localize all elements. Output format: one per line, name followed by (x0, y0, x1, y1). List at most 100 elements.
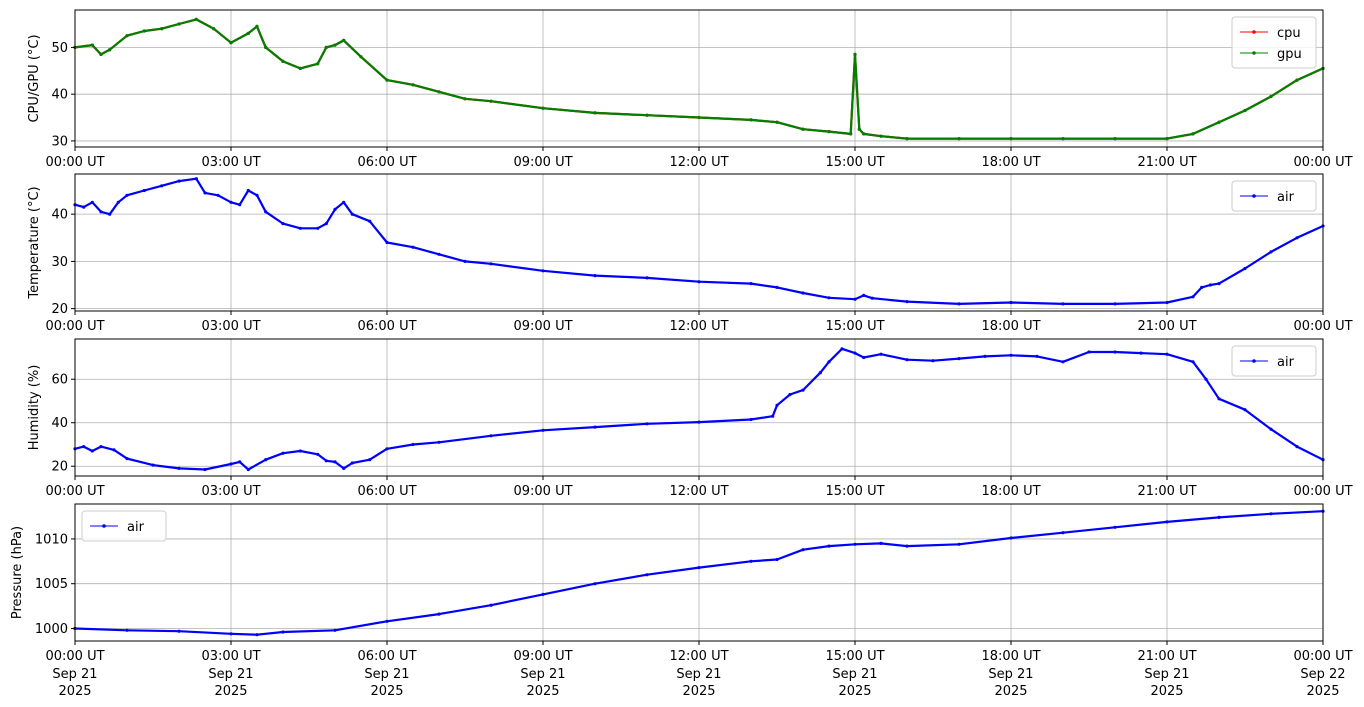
data-point (160, 27, 164, 31)
data-point (324, 222, 328, 226)
y-tick-label: 20 (51, 302, 68, 317)
x-tick-label: 18:00 UT (981, 484, 1040, 499)
data-point (1061, 531, 1065, 535)
data-point (411, 245, 415, 249)
data-point (1269, 512, 1273, 516)
data-point (849, 132, 853, 136)
data-point (194, 17, 198, 21)
data-point (177, 629, 181, 633)
data-point (1165, 520, 1169, 524)
data-point (324, 459, 328, 463)
data-point (593, 582, 597, 586)
data-point (801, 291, 805, 295)
x-tick-label: 09:00 UT (513, 319, 572, 334)
x-tick-label: 03:00 UT (201, 155, 260, 170)
x-tick-label: 06:00 UT (357, 484, 416, 499)
x-tick-label: 18:00 UT (981, 155, 1040, 170)
x-tick-date-label: Sep 21 (676, 667, 721, 682)
data-point (983, 354, 987, 358)
legend-box (1231, 345, 1317, 377)
y-axis-label: Temperature (°C) (27, 186, 42, 299)
x-tick-date-label: Sep 21 (52, 667, 97, 682)
legend-label-air: air (1277, 355, 1295, 370)
data-point (255, 193, 259, 197)
data-point (255, 24, 259, 28)
x-tick-label: 00:00 UT (45, 319, 104, 334)
data-point (212, 27, 216, 31)
x-tick-label: 18:00 UT (981, 319, 1040, 334)
data-point (1295, 236, 1299, 240)
x-tick-label: 09:00 UT (513, 484, 572, 499)
data-point (857, 127, 861, 131)
x-tick-date-label: 2025 (838, 684, 871, 699)
data-point (112, 448, 116, 452)
data-point (489, 262, 493, 266)
data-point (194, 177, 198, 181)
x-tick-label: 15:00 UT (825, 484, 884, 499)
data-point (1139, 351, 1143, 355)
data-point (1061, 137, 1065, 141)
data-point (82, 205, 86, 209)
data-point (645, 276, 649, 280)
data-point (1165, 352, 1169, 356)
data-point (125, 628, 129, 632)
data-point (368, 458, 372, 462)
data-point (1269, 427, 1273, 431)
data-point (177, 179, 181, 183)
data-point (281, 222, 285, 226)
x-tick-date-label: Sep 21 (832, 667, 877, 682)
data-point (1009, 137, 1013, 141)
y-axis-label: CPU/GPU (°C) (27, 34, 42, 122)
data-point (324, 45, 328, 50)
series-line-air (74, 347, 1324, 471)
y-tick-label: 50 (51, 41, 68, 56)
data-point (1061, 302, 1065, 306)
x-tick-label: 21:00 UT (1137, 155, 1196, 170)
chart-panel-4: 1000 1005 1010 00:00 UT Sep 21 2025 03:00 UT Se… (10, 503, 1353, 699)
data-point (801, 127, 805, 131)
data-point (541, 428, 545, 432)
series-air (73, 177, 1325, 306)
data-point (1204, 377, 1208, 381)
data-point (99, 445, 103, 449)
data-point (1009, 536, 1013, 540)
chart-panel-1: 30 40 50 00:00 UT 03:00 UT 06:00 UT 09:00 UT 12… (27, 9, 1353, 170)
data-point (1217, 397, 1221, 401)
data-point (108, 212, 112, 216)
legend-box (1231, 180, 1317, 212)
data-point (775, 120, 779, 124)
data-point (853, 351, 857, 355)
x-tick-label: 21:00 UT (1137, 319, 1196, 334)
data-point (862, 355, 866, 360)
data-point (957, 357, 961, 361)
data-point (905, 358, 909, 362)
data-point (1113, 525, 1117, 529)
data-point (437, 252, 441, 256)
data-point (350, 212, 354, 216)
data-point (342, 200, 346, 204)
data-point (203, 467, 207, 472)
x-tick-label: 15:00 UT (825, 155, 884, 170)
data-point (879, 352, 883, 356)
data-point (489, 603, 493, 607)
data-point (775, 285, 779, 289)
data-point (697, 280, 701, 284)
y-tick-label: 20 (51, 460, 68, 475)
data-point (853, 542, 857, 546)
data-point (333, 460, 337, 464)
data-point (801, 548, 805, 552)
series-air (73, 347, 1325, 472)
legend-label-air: air (1277, 190, 1295, 205)
x-tick-label: 12:00 UT (669, 319, 728, 334)
data-point (90, 449, 94, 453)
legend-label-gpu: gpu (1277, 47, 1302, 62)
x-tick-date-label: 2025 (526, 684, 559, 699)
data-point (411, 442, 415, 447)
data-point (333, 628, 337, 632)
data-point (801, 388, 805, 392)
data-point (840, 347, 844, 351)
legend: air (1231, 345, 1317, 377)
data-point (697, 420, 701, 424)
data-point (905, 544, 909, 548)
data-point (1269, 94, 1273, 99)
